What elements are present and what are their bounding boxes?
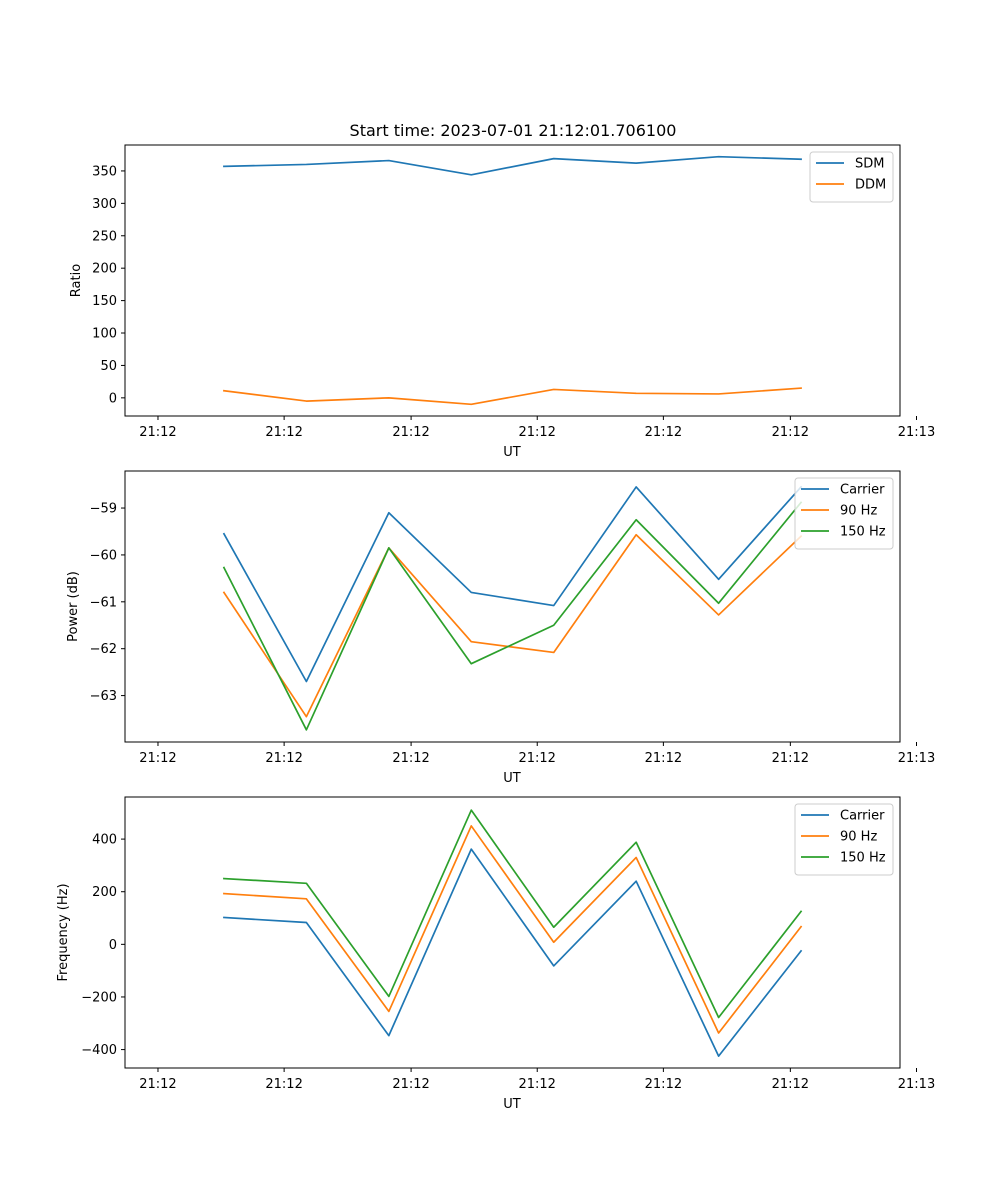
ratio-legend: SDM DDM	[809, 151, 894, 203]
ratio-y-ticks: 0 50 100 150 200 250 300 350	[92, 164, 125, 406]
ratio-legend-label-sdm: SDM	[855, 157, 884, 172]
power-axes-frame	[124, 470, 901, 743]
power-x-ticks: 21:12 21:12 21:12 21:12 21:12 21:12 21:13	[139, 742, 935, 766]
power-y-tick-label: −62	[90, 642, 117, 657]
frequency-x-ticks: 21:12 21:12 21:12 21:12 21:12 21:12 21:13	[139, 1068, 935, 1092]
ratio-y-tick-label: 100	[92, 327, 117, 342]
ratio-x-tick-label: 21:13	[898, 425, 935, 440]
power-legend-label-carrier: Carrier	[840, 483, 885, 498]
ratio-y-axis-label: Ratio	[69, 264, 84, 297]
ratio-x-ticks: 21:12 21:12 21:12 21:12 21:12 21:12 21:13	[139, 416, 935, 440]
ratio-x-axis-label: UT	[503, 445, 521, 460]
frequency-x-tick-label: 21:12	[518, 1077, 555, 1092]
ratio-y-tick-label: 200	[92, 262, 117, 277]
frequency-90-hz-line	[223, 825, 803, 1034]
power-x-tick-label: 21:12	[139, 751, 176, 766]
frequency-carrier-line	[223, 848, 803, 1058]
power-y-tick-label: −63	[90, 689, 117, 704]
frequency-x-tick-label: 21:12	[772, 1077, 809, 1092]
ratio-x-tick-label: 21:12	[392, 425, 429, 440]
power-x-axis-label: UT	[503, 771, 521, 786]
frequency-legend-label-150-hz: 150 Hz	[840, 851, 886, 866]
frequency-x-tick-label: 21:12	[139, 1077, 176, 1092]
ratio-y-tick-label: 350	[92, 164, 117, 179]
ratio-panel: 21:12 21:12 21:12 21:12 21:12 21:12 21:13 0 50 1…	[69, 144, 935, 460]
ratio-axes-frame	[124, 144, 901, 417]
power-y-tick-label: −61	[90, 595, 117, 610]
ratio-ddm-line	[222, 387, 802, 406]
power-series-group	[222, 485, 803, 731]
frequency-y-tick-label: 400	[92, 833, 117, 848]
power-x-tick-label: 21:12	[772, 751, 809, 766]
power-legend-label-90-hz: 90 Hz	[840, 504, 877, 519]
power-150-hz-line	[222, 501, 803, 731]
ratio-series-group	[222, 155, 802, 406]
ratio-legend-frame	[809, 151, 894, 203]
power-carrier-line	[222, 485, 803, 683]
frequency-x-axis-label: UT	[503, 1097, 521, 1112]
power-x-tick-label: 21:12	[518, 751, 555, 766]
power-y-axis-label: Power (dB)	[66, 571, 81, 642]
ratio-sdm-line	[223, 155, 802, 176]
frequency-x-tick-label: 21:12	[392, 1077, 429, 1092]
frequency-x-tick-label: 21:12	[265, 1077, 302, 1092]
frequency-x-tick-label: 21:13	[898, 1077, 935, 1092]
power-y-ticks: −63 −62 −61 −60 −59	[90, 502, 125, 704]
power-x-tick-label: 21:13	[898, 751, 935, 766]
frequency-legend-label-90-hz: 90 Hz	[840, 830, 877, 845]
ratio-x-tick-label: 21:12	[139, 425, 176, 440]
frequency-y-tick-label: −400	[81, 1043, 117, 1058]
frequency-y-ticks: −400 −200 0 200 400	[81, 833, 125, 1058]
ratio-y-tick-label: 300	[92, 197, 117, 212]
ratio-x-tick-label: 21:12	[772, 425, 809, 440]
ratio-legend-label-ddm: DDM	[855, 178, 886, 193]
frequency-axes-frame	[124, 796, 901, 1069]
frequency-legend: Carrier 90 Hz 150 Hz	[794, 803, 894, 876]
frequency-legend-label-carrier: Carrier	[840, 809, 885, 824]
frequency-y-axis-label: Frequency (Hz)	[56, 883, 71, 981]
frequency-panel: 21:12 21:12 21:12 21:12 21:12 21:12 21:13 −400…	[56, 796, 935, 1112]
ratio-x-tick-label: 21:12	[265, 425, 302, 440]
power-legend: Carrier 90 Hz 150 Hz	[794, 477, 894, 550]
ratio-y-tick-label: 0	[109, 391, 117, 406]
power-x-tick-label: 21:12	[265, 751, 302, 766]
power-panel: 21:12 21:12 21:12 21:12 21:12 21:12 21:13 −63−…	[66, 470, 935, 786]
figure-title: Start time: 2023-07-01 21:12:01.706100	[350, 121, 677, 140]
frequency-y-tick-label: 200	[92, 885, 117, 900]
frequency-150-hz-line	[223, 809, 803, 1019]
ratio-y-tick-label: 50	[100, 359, 117, 374]
power-y-tick-label: −59	[90, 502, 117, 517]
power-y-tick-label: −60	[90, 548, 117, 563]
ratio-x-tick-label: 21:12	[645, 425, 682, 440]
ratio-y-tick-label: 250	[92, 229, 117, 244]
frequency-y-tick-label: −200	[81, 990, 117, 1005]
ratio-y-tick-label: 150	[92, 294, 117, 309]
frequency-y-tick-label: 0	[109, 938, 117, 953]
ratio-x-tick-label: 21:12	[518, 425, 555, 440]
frequency-x-tick-label: 21:12	[645, 1077, 682, 1092]
power-x-tick-label: 21:12	[392, 751, 429, 766]
power-x-tick-label: 21:12	[645, 751, 682, 766]
power-legend-label-150-hz: 150 Hz	[840, 525, 886, 540]
frequency-series-group	[223, 809, 803, 1058]
power-90-hz-line	[222, 533, 803, 718]
